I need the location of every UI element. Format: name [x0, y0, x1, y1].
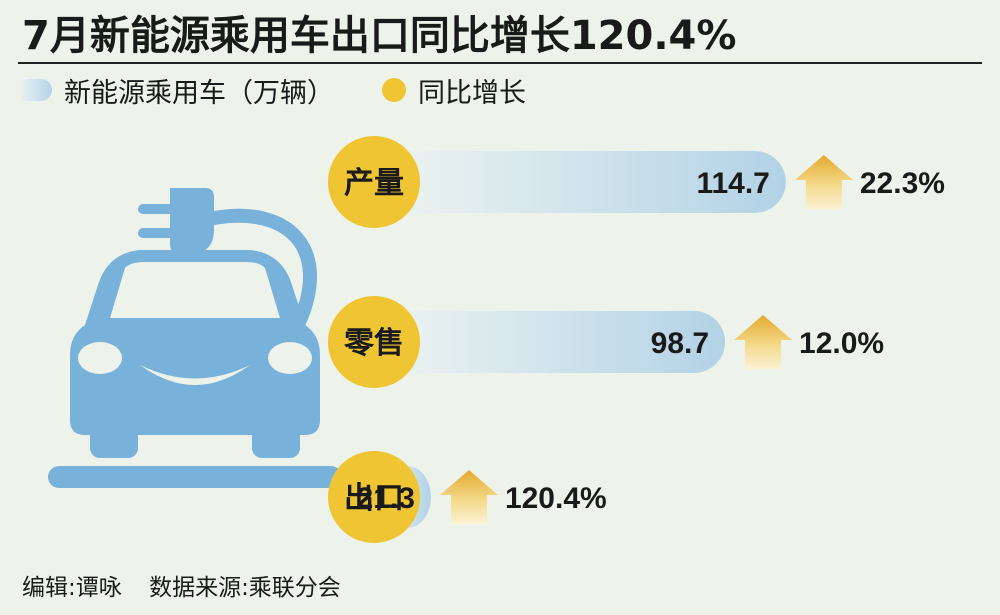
- legend-series-label: 新能源乘用车（万辆）: [64, 77, 334, 109]
- car-charging-icon: [48, 188, 342, 488]
- bar-0: [384, 151, 786, 213]
- up-arrow-icon: [794, 155, 853, 209]
- legend-growth-label: 同比增长: [418, 77, 526, 109]
- up-arrow-icon: [439, 470, 498, 524]
- title-divider: [18, 62, 982, 64]
- growth-label-2: 120.4%: [505, 482, 607, 515]
- bar-1: [384, 311, 726, 373]
- footer-editor: 编辑:谭咏: [22, 575, 122, 601]
- value-label-2: 21.3: [357, 482, 415, 515]
- growth-label-0: 22.3%: [860, 167, 945, 200]
- chart-title: 7月新能源乘用车出口同比增长120.4%: [22, 13, 737, 59]
- value-label-0: 114.7: [696, 167, 769, 200]
- category-label-1: 零售: [344, 326, 404, 361]
- car-details: [78, 262, 312, 385]
- footer: 编辑:谭咏 数据来源:乘联分会: [22, 568, 341, 602]
- value-label-1: 98.7: [651, 327, 709, 360]
- up-arrow-icon: [734, 315, 793, 369]
- growth-label-1: 12.0%: [799, 327, 884, 360]
- legend: 新能源乘用车（万辆） 同比增长: [22, 70, 526, 110]
- category-circle-0: [328, 136, 420, 228]
- legend-bar-swatch: [22, 79, 52, 101]
- legend-growth-swatch: [382, 78, 406, 102]
- category-circle-1: [328, 296, 420, 388]
- footer-source: 数据来源:乘联分会: [149, 575, 341, 601]
- category-circle-2: [328, 451, 420, 543]
- category-label-0: 产量: [344, 166, 404, 201]
- category-label-2: 出口: [344, 481, 404, 516]
